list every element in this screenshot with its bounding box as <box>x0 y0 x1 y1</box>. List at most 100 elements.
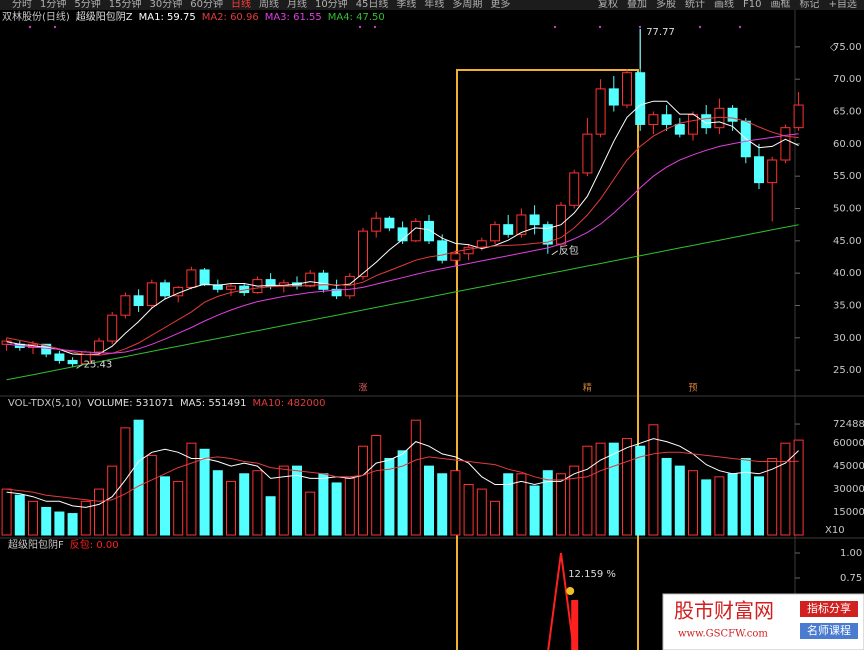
y-tick-label: 65.00 <box>833 107 862 118</box>
toolbar-button[interactable]: 15分钟 <box>109 0 142 10</box>
volume-bar <box>542 470 553 536</box>
volume-bar <box>582 445 593 536</box>
y-tick-label: 70.00 <box>833 74 862 85</box>
badge <box>800 601 858 617</box>
candle-body <box>661 114 672 125</box>
annotation-line <box>76 363 83 369</box>
volume-bar <box>780 442 791 536</box>
legend-text: 双林股份(日线) <box>2 10 70 23</box>
candle-body <box>107 314 118 342</box>
candle-body <box>503 224 514 235</box>
toolbar-button[interactable]: 叠加 <box>627 0 647 10</box>
y-tick-label: 0.75 <box>840 573 862 584</box>
candle-body <box>424 220 434 242</box>
candle-body <box>595 88 606 135</box>
legend-text: MA5: 551491 <box>180 398 247 409</box>
toolbar-button[interactable]: 多股 <box>656 0 676 10</box>
annotation: 25.43 <box>84 359 113 370</box>
signal-bar <box>571 600 579 650</box>
badge-text: 名师课程 <box>807 623 851 637</box>
y-tick-label: 45000 <box>833 461 864 472</box>
volume-bar <box>503 473 514 536</box>
legend-text: VOLUME: 531071 <box>87 398 174 409</box>
ma-line <box>6 133 799 354</box>
candle-body <box>358 230 368 277</box>
toolbar-button[interactable]: 画框 <box>770 0 790 10</box>
annotation: 77.77 <box>646 27 675 38</box>
toolbar-button[interactable]: 周线 <box>259 0 279 10</box>
volume-bar <box>358 445 368 536</box>
toolbar-button[interactable]: 标记 <box>799 0 819 10</box>
volume-bar <box>252 470 263 536</box>
toolbar-button[interactable]: 日线 <box>231 0 251 10</box>
signal-marker: 预 <box>688 383 697 394</box>
candle-body <box>754 156 764 184</box>
toolbar-button[interactable]: 30分钟 <box>149 0 182 10</box>
signal-dot <box>698 25 702 29</box>
toolbar-button[interactable]: 更多 <box>490 0 510 10</box>
toolbar-button[interactable]: 1分钟 <box>40 0 66 10</box>
toolbar-button[interactable]: 统计 <box>685 0 705 10</box>
volume-bar <box>133 419 144 536</box>
legend-text: MA3: 61.55 <box>265 12 322 23</box>
toolbar-button[interactable]: 分时 <box>12 0 32 10</box>
toolbar-button[interactable]: 季线 <box>396 0 416 10</box>
volume-bar <box>41 506 52 536</box>
y-tick-label: 40.00 <box>833 268 862 279</box>
volume-bar <box>674 465 685 536</box>
y-tick-label: 30000 <box>833 484 864 495</box>
toolbar-button[interactable]: 画线 <box>714 0 734 10</box>
watermark-url: www.GSCFW.com <box>678 629 768 640</box>
signal-dot <box>553 25 557 29</box>
toolbar-button[interactable]: 5分钟 <box>74 0 100 10</box>
volume-bar <box>714 476 725 536</box>
toolbar-button[interactable]: 复权 <box>598 0 618 10</box>
annotation-line <box>551 250 559 256</box>
volume-bar <box>278 465 289 536</box>
candle-body <box>344 275 355 297</box>
toolbar-button[interactable]: 60分钟 <box>190 0 223 10</box>
candle-body <box>450 253 461 261</box>
volume-bar <box>160 476 170 536</box>
toolbar-button[interactable]: 45日线 <box>356 0 389 10</box>
volume-bar <box>54 511 65 536</box>
y-tick-label: 1.00 <box>840 548 862 559</box>
volume-bar <box>410 419 421 536</box>
volume-bar <box>28 500 38 536</box>
candle-body <box>384 217 395 229</box>
candle-body <box>265 279 276 287</box>
candle-body <box>397 227 408 242</box>
candle-body <box>569 172 580 206</box>
volume-bar <box>490 500 500 536</box>
candle-body <box>318 272 329 290</box>
candle-body <box>410 220 421 242</box>
legend-text: VOL-TDX(5,10) <box>8 398 81 409</box>
candle-body <box>767 159 778 184</box>
ma-line <box>6 224 799 381</box>
volume-bar <box>305 491 316 536</box>
toolbar-button[interactable]: F10 <box>743 0 761 10</box>
candle-body <box>516 214 527 235</box>
badge <box>800 623 858 639</box>
candle-body <box>54 353 65 361</box>
candle-body <box>67 359 78 365</box>
candle-body <box>133 295 144 306</box>
volume-bar <box>265 496 276 536</box>
volume-bar <box>569 465 580 536</box>
volume-bar <box>226 480 236 536</box>
toolbar-button[interactable]: 10分钟 <box>315 0 348 10</box>
legend-text: MA2: 60.96 <box>202 12 259 23</box>
toolbar-button[interactable]: +自选 <box>828 0 856 10</box>
signal-label: 12.159 % <box>568 569 616 580</box>
legend-text: 超级阳包阴Z <box>76 10 133 23</box>
toolbar-button[interactable]: 多周期 <box>452 0 482 10</box>
volume-ma-line <box>6 438 799 508</box>
volume-bar <box>146 454 157 536</box>
toolbar-button[interactable]: 月线 <box>287 0 307 10</box>
toolbar-button[interactable]: 年线 <box>424 0 444 10</box>
candle-body <box>635 72 646 125</box>
volume-bar <box>463 483 474 536</box>
volume-bar <box>476 488 487 536</box>
volume-bar <box>450 470 461 536</box>
